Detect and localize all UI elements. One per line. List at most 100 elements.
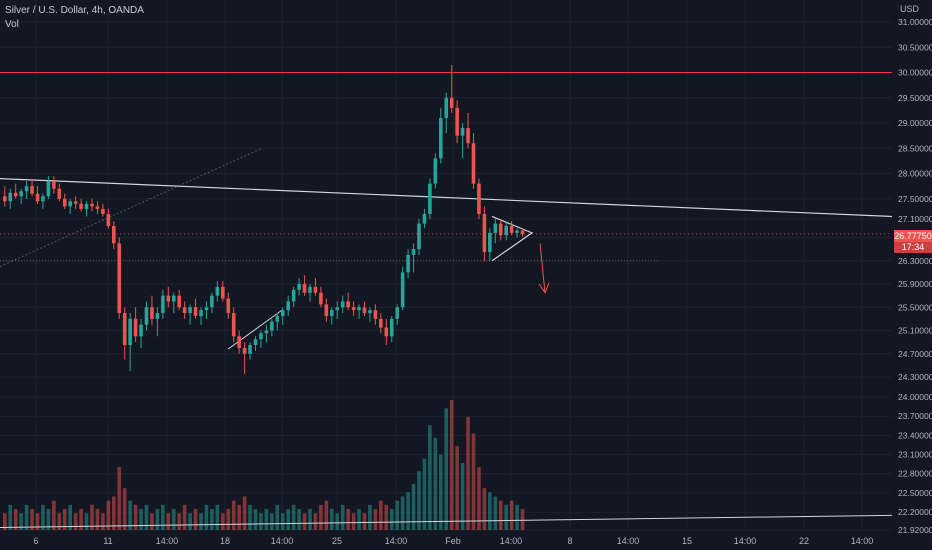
volume-bar	[488, 492, 492, 530]
candle-body	[204, 307, 209, 311]
time-tick-label: 11	[103, 536, 112, 546]
candle-body	[477, 183, 481, 214]
chart-legend: Silver / U.S. Dollar, 4h, OANDA Vol	[5, 4, 144, 32]
volume-bar	[155, 509, 160, 530]
candle-body	[106, 213, 111, 226]
candle-body	[379, 318, 383, 328]
candle-body	[3, 196, 7, 202]
volume-bar	[41, 504, 45, 530]
candle-body	[400, 272, 405, 308]
price-tick-label: 23.70000	[898, 411, 932, 421]
volume-bar	[466, 416, 470, 530]
price-axis[interactable]: 31.00000 30.50000 30.00000 29.50000 29.00000…	[894, 0, 932, 550]
candle-body	[319, 292, 323, 305]
volume-bar	[133, 504, 138, 530]
candle-body	[84, 203, 89, 209]
volume-bar	[101, 513, 105, 530]
candle-body	[297, 284, 301, 290]
price-tick-label: 24.30000	[898, 372, 932, 382]
price-tick-label: 31.00000	[898, 17, 932, 27]
candle-body	[128, 318, 132, 346]
symbol-title[interactable]: Silver / U.S. Dollar, 4h, OANDA	[5, 5, 144, 16]
down-arrow-head	[538, 282, 550, 294]
volume-bar	[237, 504, 241, 530]
price-tick-label: 22.80000	[898, 469, 932, 479]
price-tick-label: 30.50000	[898, 42, 932, 52]
price-tick-label: 26.30000	[898, 256, 932, 266]
candle-body	[161, 295, 165, 314]
volume-indicator-label[interactable]: Vol	[5, 19, 19, 30]
candle-body	[346, 301, 350, 308]
volume-bar	[171, 509, 176, 530]
candle-body	[101, 208, 105, 214]
volume-bar	[460, 462, 465, 530]
candle-body	[264, 330, 269, 334]
candle-body	[373, 310, 378, 319]
time-tick-label: 25	[332, 536, 342, 546]
volume-bar	[411, 483, 416, 530]
candle-body	[275, 315, 280, 322]
volume-bar	[319, 504, 323, 530]
candle-body	[449, 97, 454, 108]
time-axis-bg	[0, 532, 894, 550]
candle-body	[428, 183, 432, 214]
candle-body	[57, 188, 62, 199]
volume-bar	[177, 513, 181, 530]
volume-bar	[166, 513, 171, 530]
volume-bar	[286, 509, 290, 530]
time-tick-label: 14:00	[156, 536, 179, 546]
volume-bar	[515, 504, 519, 530]
price-tick-label: 24.00000	[898, 392, 932, 402]
price-tick-label: 25.10000	[898, 326, 932, 336]
bar-countdown-badge: 17:34	[894, 242, 932, 253]
volume-bar	[384, 504, 389, 530]
time-tick-label: 14:00	[500, 536, 523, 546]
drawings[interactable]	[0, 72, 893, 528]
time-axis[interactable]: 6 11 14:00 18 14:00 25 14:00 Feb 14:00 8 14:00 15 14…	[0, 532, 894, 550]
volume-bar	[199, 513, 203, 530]
volume-bar	[62, 509, 67, 530]
price-tick-label: 23.10000	[898, 450, 932, 460]
candle-body	[395, 307, 399, 319]
faint-rising-line	[0, 147, 263, 268]
candle-body	[504, 225, 508, 236]
down-arrow-shaft	[539, 243, 546, 293]
candle-body	[335, 307, 340, 311]
volume-bar	[253, 509, 258, 530]
candle-body	[177, 295, 181, 308]
volume-bar	[308, 509, 312, 530]
volume-bar	[264, 509, 269, 530]
price-tick-label: 27.10000	[898, 214, 932, 224]
candle-body	[193, 307, 198, 316]
volume-bar	[477, 467, 481, 530]
candle-body	[488, 232, 492, 253]
volume-bar	[161, 504, 165, 530]
candle-body	[133, 318, 138, 337]
candle-body	[226, 298, 231, 314]
currency-label[interactable]: USD	[900, 4, 920, 14]
candle-body	[259, 333, 263, 340]
candle-body	[52, 181, 56, 189]
candle-body	[19, 191, 23, 197]
volume-bar	[389, 509, 394, 530]
candle-body	[515, 230, 519, 233]
volume-bar	[248, 504, 252, 530]
volume-bar	[379, 500, 383, 530]
volume-bar	[373, 509, 378, 530]
volume-bar	[24, 504, 29, 530]
candle-body	[389, 318, 394, 337]
candle-body	[498, 223, 503, 236]
volume-bar	[362, 513, 367, 530]
volume-bar	[346, 509, 350, 530]
volume-bar	[270, 513, 274, 530]
volume-bar	[428, 425, 432, 530]
candle-body	[362, 307, 367, 314]
price-tick-label: 24.70000	[898, 349, 932, 359]
candle-body	[460, 128, 465, 136]
candle-body	[444, 97, 449, 118]
volume-bar	[84, 513, 89, 530]
candle-body	[357, 307, 361, 311]
candle-body	[199, 310, 203, 316]
candle-body	[62, 198, 67, 207]
